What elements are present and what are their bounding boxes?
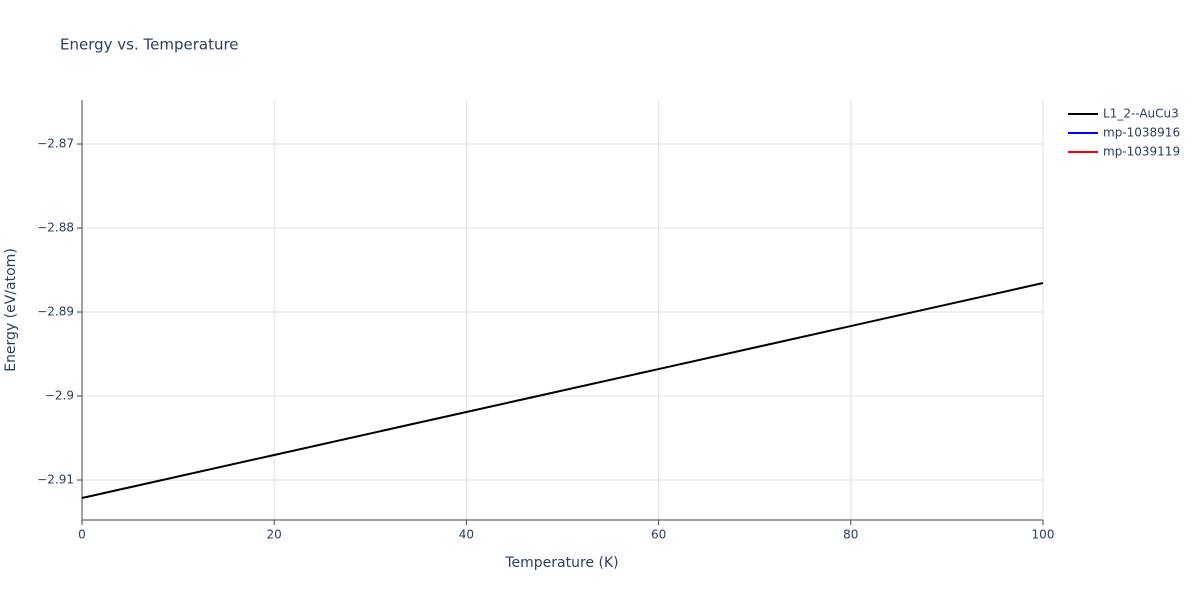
x-tick-label: 100 (1032, 528, 1055, 542)
x-tick-label: 60 (651, 528, 666, 542)
x-axis-label: Temperature (K) (504, 555, 618, 571)
x-tick-label: 80 (843, 528, 858, 542)
chart-title: Energy vs. Temperature (60, 36, 239, 54)
x-tick-label: 0 (78, 528, 86, 542)
y-axis-label: Energy (eV/atom) (3, 248, 19, 372)
legend-label: L1_2--AuCu3 (1103, 107, 1179, 121)
series-line (81, 282, 1044, 499)
x-tick-label: 20 (267, 528, 282, 542)
legend-label: mp-1039119 (1103, 145, 1180, 159)
x-tick-label: 40 (459, 528, 474, 542)
y-tick-label: −2.87 (37, 137, 74, 151)
y-tick-label: −2.91 (37, 473, 74, 487)
legend-label: mp-1038916 (1103, 126, 1180, 140)
y-tick-label: −2.89 (37, 305, 74, 319)
y-tick-label: −2.9 (45, 389, 74, 403)
y-tick-label: −2.88 (37, 221, 74, 235)
